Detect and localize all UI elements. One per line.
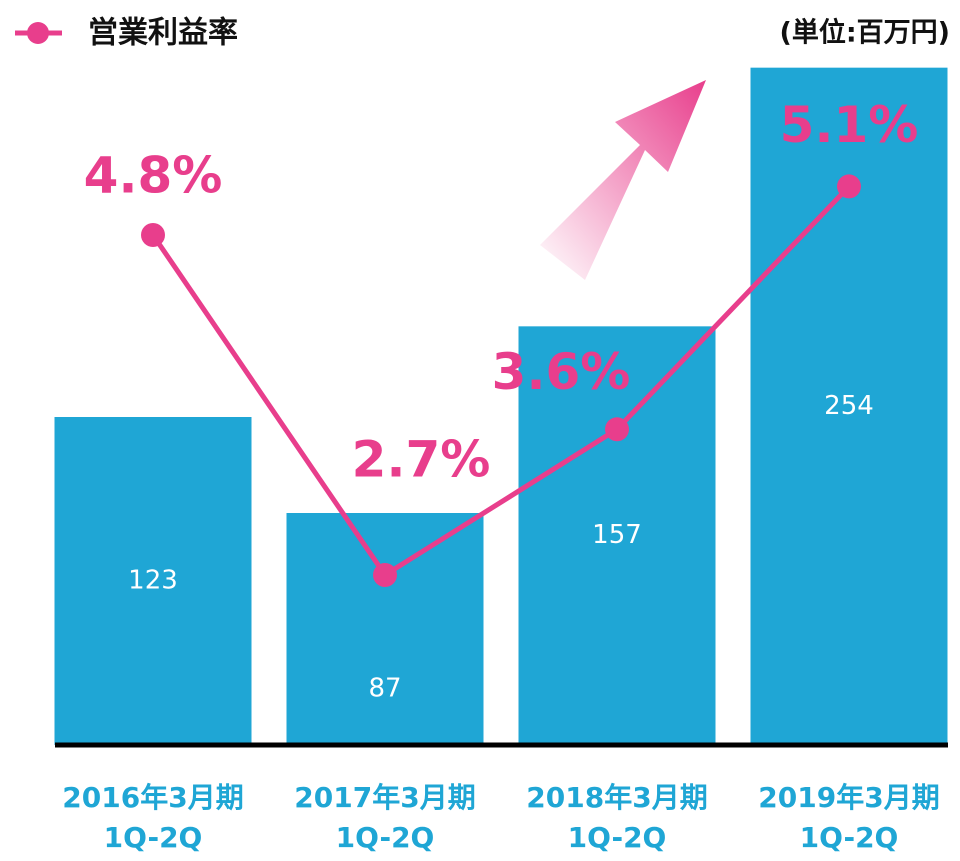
legend-label: 営業利益率 xyxy=(88,16,238,51)
line-marker xyxy=(837,174,861,199)
line-marker xyxy=(141,223,165,247)
marks: 123 87 157 254 4.8% 2.7%3.6% 5.1% xyxy=(54,67,948,748)
line-value-label: 5.1% xyxy=(780,96,919,154)
x-tick-label: 2016年3月期 1Q-2Q xyxy=(62,781,244,854)
bar xyxy=(54,417,252,745)
line-marker xyxy=(605,417,629,442)
x-tick-label: 2019年3月期 1Q-2Q xyxy=(758,781,940,854)
x-tick-label: 2018年3月期 1Q-2Q xyxy=(526,781,708,854)
bar-value-label: 157 xyxy=(592,520,642,550)
line-value-label: 4.8% xyxy=(84,147,223,205)
line-marker xyxy=(373,563,397,587)
bar-value-label: 87 xyxy=(368,674,401,704)
line xyxy=(150,184,851,579)
bar xyxy=(518,326,716,745)
unit-label: (単位:百万円) xyxy=(780,17,950,49)
bar-value-label: 254 xyxy=(824,391,874,421)
bar xyxy=(286,513,484,745)
x-tick-label: 2017年3月期 1Q-2Q xyxy=(294,781,476,854)
bar-value-label: 123 xyxy=(128,566,178,596)
line-value-label: 3.6% xyxy=(492,343,631,401)
legend-marker xyxy=(27,22,49,44)
line-value-label: 2.7% xyxy=(352,431,491,489)
trend-arrow xyxy=(540,80,706,280)
